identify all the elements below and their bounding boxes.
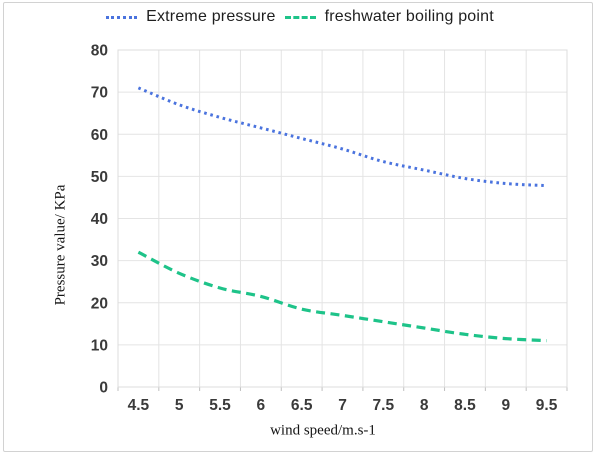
x-tick-label: 8 bbox=[420, 397, 429, 414]
y-tick-label: 40 bbox=[91, 211, 108, 228]
y-tick-label: 0 bbox=[99, 380, 108, 397]
y-axis-title: Pressure value/ KPa bbox=[52, 184, 69, 306]
y-tick-label: 10 bbox=[91, 337, 108, 354]
y-tick-label: 70 bbox=[91, 85, 108, 102]
x-tick-label: 7 bbox=[338, 397, 347, 414]
x-tick-label: 9 bbox=[501, 397, 510, 414]
y-tick-label: 50 bbox=[91, 169, 108, 186]
chart-frame bbox=[3, 2, 593, 452]
legend-label: freshwater boiling point bbox=[324, 8, 494, 25]
x-axis-title: wind speed/m.s-1 bbox=[270, 422, 376, 439]
x-tick-label: 5.5 bbox=[209, 397, 231, 414]
series-line-extreme-pressure bbox=[137, 86, 547, 188]
x-tick-label: 6 bbox=[257, 397, 266, 414]
legend-item-freshwater-boiling-point: freshwater boiling point bbox=[284, 8, 494, 26]
y-tick-label: 60 bbox=[91, 127, 108, 144]
x-tick-label: 5 bbox=[175, 397, 184, 414]
legend: Extreme pressure freshwater boiling point bbox=[0, 8, 600, 26]
y-tick-label: 20 bbox=[91, 295, 108, 312]
y-tick-label: 30 bbox=[91, 253, 108, 270]
plot-border bbox=[117, 49, 568, 388]
x-tick-label: 9.5 bbox=[536, 397, 558, 414]
dashed-line-swatch-icon bbox=[284, 15, 316, 19]
legend-item-extreme-pressure: Extreme pressure bbox=[106, 8, 275, 26]
x-tick-label: 4.5 bbox=[128, 397, 150, 414]
x-tick-label: 6.5 bbox=[291, 397, 313, 414]
x-tick-label: 7.5 bbox=[373, 397, 395, 414]
x-tick-label: 8.5 bbox=[454, 397, 476, 414]
legend-label: Extreme pressure bbox=[146, 8, 276, 25]
y-tick-label: 80 bbox=[91, 43, 108, 60]
dotted-line-swatch-icon bbox=[106, 15, 138, 19]
series-line-freshwater-boiling-point bbox=[137, 250, 547, 343]
